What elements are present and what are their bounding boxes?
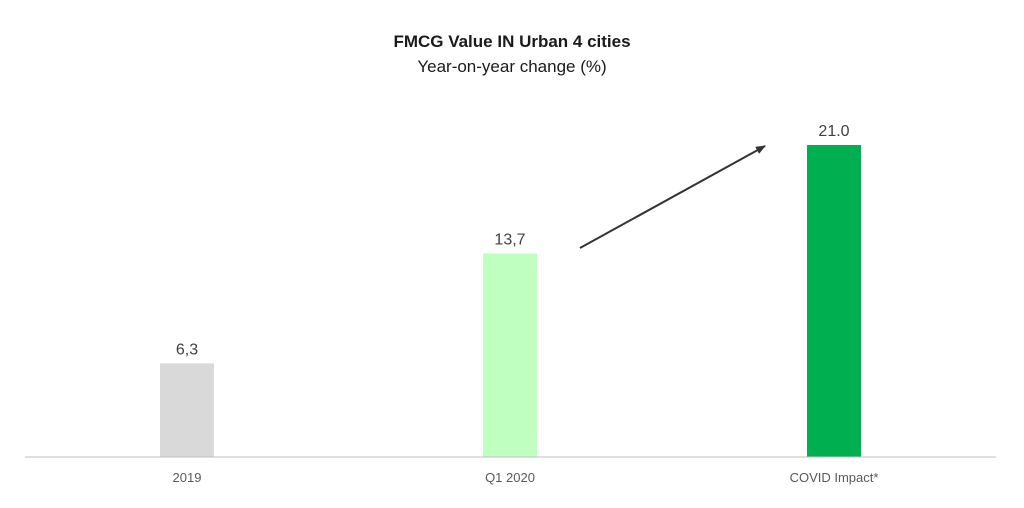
- x-tick-label-covid-impact: COVID Impact*: [790, 470, 879, 485]
- data-label-2019: 6,3: [176, 341, 198, 358]
- chart-title: FMCG Value IN Urban 4 cities: [393, 32, 630, 51]
- trend-arrow: [579, 145, 766, 249]
- bars-group: [160, 145, 861, 457]
- bar-covid-impact: [807, 145, 861, 457]
- x-tick-label-2019: 2019: [173, 470, 202, 485]
- x-tick-label-q1-2020: Q1 2020: [485, 470, 535, 485]
- bar-2019: [160, 363, 214, 457]
- chart-subtitle: Year-on-year change (%): [417, 57, 606, 76]
- data-label-q1-2020: 13,7: [494, 231, 525, 248]
- data-label-covid-impact: 21.0: [818, 123, 849, 140]
- labels-group: 6,3 2019 13,7 Q1 2020 21.0 COVID Impact*: [173, 123, 879, 485]
- bar-q1-2020: [483, 253, 537, 457]
